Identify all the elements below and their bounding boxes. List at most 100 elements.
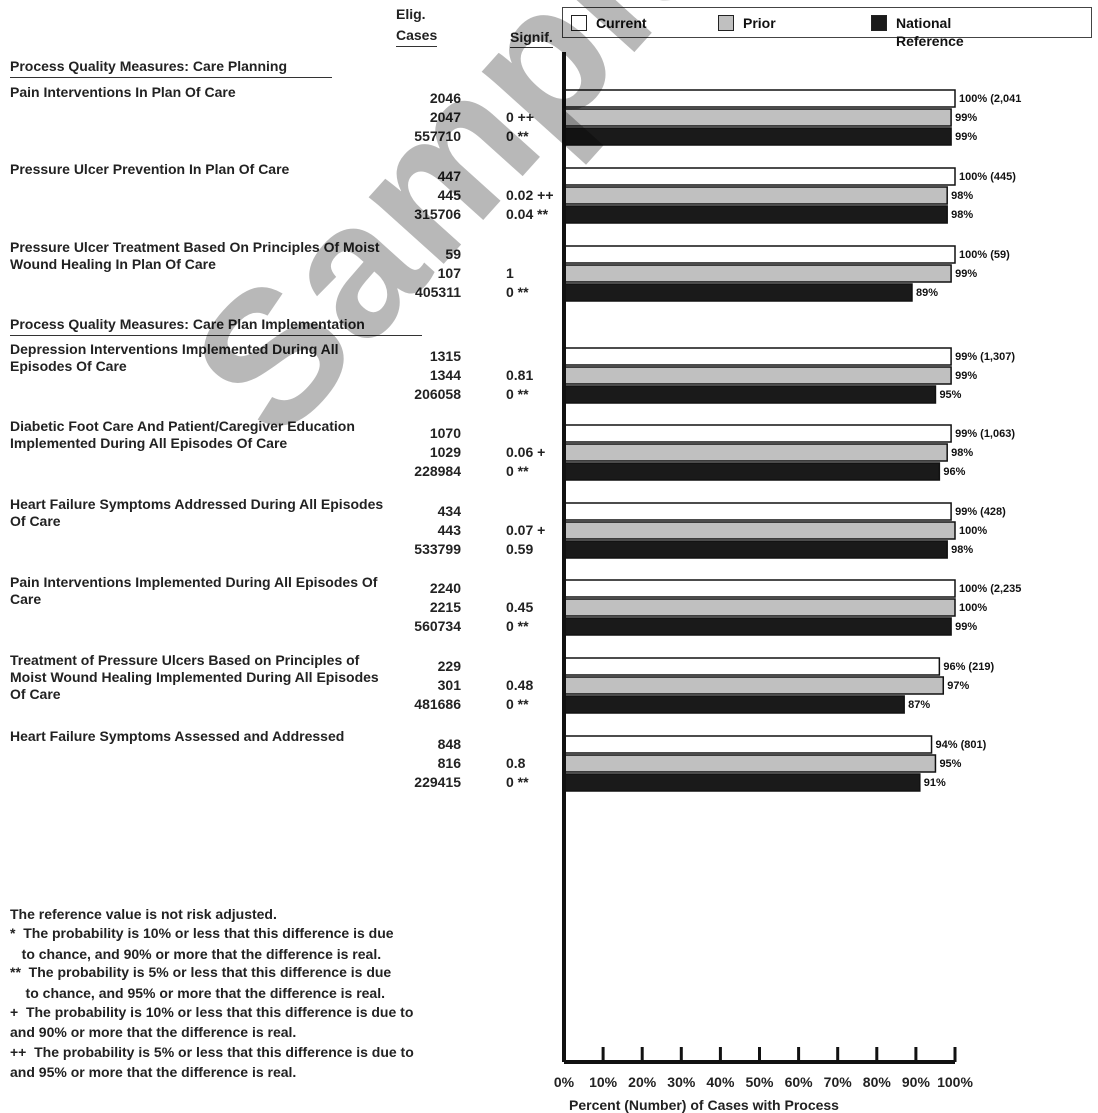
eligible-cases-value: 107 xyxy=(437,265,461,281)
bar-current xyxy=(563,657,941,676)
bar-current xyxy=(563,245,956,264)
section-heading-care-planning: Process Quality Measures: Care Planning xyxy=(10,58,287,74)
eligible-cases-value: 816 xyxy=(437,755,461,771)
measure-label: Depression Interventions Implemented Dur… xyxy=(10,341,339,374)
eligible-cases-value: 229 xyxy=(437,658,461,674)
significance-value: 0.06 + xyxy=(506,444,546,460)
bar-data-label: 98% xyxy=(951,447,973,459)
elig-cases-header: Elig. Cases xyxy=(396,5,438,47)
bar-current xyxy=(563,502,952,521)
legend-swatch-prior xyxy=(718,15,734,31)
footnote-line: to chance, and 90% or more that the diff… xyxy=(10,946,382,962)
legend-label-national: National Reference xyxy=(896,15,964,49)
bar-national xyxy=(563,773,921,792)
x-tick-label: 90% xyxy=(902,1074,931,1090)
bar-prior xyxy=(563,108,952,127)
bar-data-label: 99% xyxy=(955,112,977,124)
eligible-cases-value: 2240 xyxy=(429,580,461,596)
eligible-cases-value: 443 xyxy=(437,522,461,538)
bar-national xyxy=(563,462,941,481)
eligible-cases-value: 206058 xyxy=(414,386,461,402)
eligible-cases-value: 533799 xyxy=(414,541,461,557)
bar-data-label: 99% (428) xyxy=(955,506,1006,518)
footnote-line: * The probability is 10% or less that th… xyxy=(10,925,394,941)
bar-data-label: 98% xyxy=(951,190,973,202)
bar-prior xyxy=(563,366,952,385)
significance-value: 1 xyxy=(506,265,514,281)
legend-swatch-national xyxy=(871,15,887,31)
bar-current xyxy=(563,89,956,108)
bar-data-label: 99% xyxy=(955,131,977,143)
section-heading-care-plan-implementation: Process Quality Measures: Care Plan Impl… xyxy=(10,316,365,332)
bar-prior xyxy=(563,443,948,462)
legend-label-current: Current xyxy=(596,15,647,31)
x-tick-label: 10% xyxy=(589,1074,618,1090)
bar-data-label: 99% xyxy=(955,621,977,633)
measure-label: Pain Interventions Implemented During Al… xyxy=(10,574,378,607)
eligible-cases-value: 434 xyxy=(437,503,461,519)
bar-data-label: 100% (2,041 xyxy=(959,93,1021,105)
bar-data-label: 100% (59) xyxy=(959,249,1010,261)
x-tick-label: 30% xyxy=(667,1074,696,1090)
bar-data-label: 89% xyxy=(916,287,938,299)
bar-current xyxy=(563,424,952,443)
eligible-cases-value: 560734 xyxy=(414,618,461,634)
bar-current xyxy=(563,347,952,366)
bar-data-label: 99% (1,063) xyxy=(955,428,1015,440)
bar-national xyxy=(563,385,937,404)
bar-data-label: 95% xyxy=(939,389,961,401)
bar-data-label: 100% xyxy=(959,602,987,614)
chart-legend: Current Prior National Reference xyxy=(562,7,1092,49)
bar-national xyxy=(563,127,952,146)
elig-header-line1: Elig. xyxy=(396,6,426,22)
footnote-line: to chance, and 95% or more that the diff… xyxy=(10,985,385,1001)
sample-report-watermark: Sample Report xyxy=(150,0,1098,476)
eligible-cases-value: 481686 xyxy=(414,696,461,712)
footnote-line: and 90% or more that the difference is r… xyxy=(10,1024,297,1040)
bar-data-label: 99% (1,307) xyxy=(955,351,1015,363)
x-tick-label: 50% xyxy=(745,1074,774,1090)
bar-data-label: 87% xyxy=(908,699,930,711)
measure-label: Heart Failure Symptoms Addressed During … xyxy=(10,496,384,529)
eligible-cases-value: 848 xyxy=(437,736,461,752)
eligible-cases-value: 405311 xyxy=(415,284,461,300)
footnote-line: + The probability is 10% or less that th… xyxy=(10,1004,414,1020)
significance-value: 0 ** xyxy=(506,774,529,790)
eligible-cases-value: 1070 xyxy=(429,425,461,441)
legend-swatch-current xyxy=(571,15,587,31)
x-tick-label: 40% xyxy=(706,1074,735,1090)
bar-data-label: 96% xyxy=(943,466,965,478)
bar-prior xyxy=(563,676,945,695)
footnote-line: and 95% or more that the difference is r… xyxy=(10,1064,297,1080)
bar-data-label: 94% (801) xyxy=(936,739,987,751)
significance-value: 0 ++ xyxy=(506,109,535,125)
bar-current xyxy=(563,735,933,754)
significance-value: 0.07 + xyxy=(506,522,546,538)
bar-prior xyxy=(563,186,948,205)
bar-data-label: 100% xyxy=(959,525,987,537)
significance-value: 0 ** xyxy=(506,284,529,300)
eligible-cases-value: 301 xyxy=(437,677,461,693)
bar-data-label: 91% xyxy=(924,777,946,789)
bar-national xyxy=(563,695,905,714)
x-axis-title: Percent (Number) of Cases with Process xyxy=(569,1097,839,1113)
bar-prior xyxy=(563,521,956,540)
footnote-line: ** The probability is 5% or less that th… xyxy=(10,964,392,980)
eligible-cases-value: 445 xyxy=(437,187,461,203)
x-tick-label: 70% xyxy=(824,1074,853,1090)
bar-data-label: 99% xyxy=(955,268,977,280)
significance-value: 0 ** xyxy=(506,463,529,479)
significance-value: 0 ** xyxy=(506,696,529,712)
x-tick-label: 60% xyxy=(785,1074,814,1090)
measure-label: Pressure Ulcer Prevention In Plan Of Car… xyxy=(10,161,290,177)
significance-value: 0 ** xyxy=(506,128,529,144)
section-underline xyxy=(10,77,332,78)
significance-value: 0.8 xyxy=(506,755,526,771)
measure-label: Pain Interventions In Plan Of Care xyxy=(10,84,236,100)
footnote-line: ++ The probability is 5% or less that th… xyxy=(10,1044,414,1060)
significance-value: 0 ** xyxy=(506,618,529,634)
bar-data-label: 98% xyxy=(951,209,973,221)
significance-value: 0.45 xyxy=(506,599,534,615)
eligible-cases-value: 2215 xyxy=(429,599,461,615)
eligible-cases-value: 59 xyxy=(445,246,461,262)
